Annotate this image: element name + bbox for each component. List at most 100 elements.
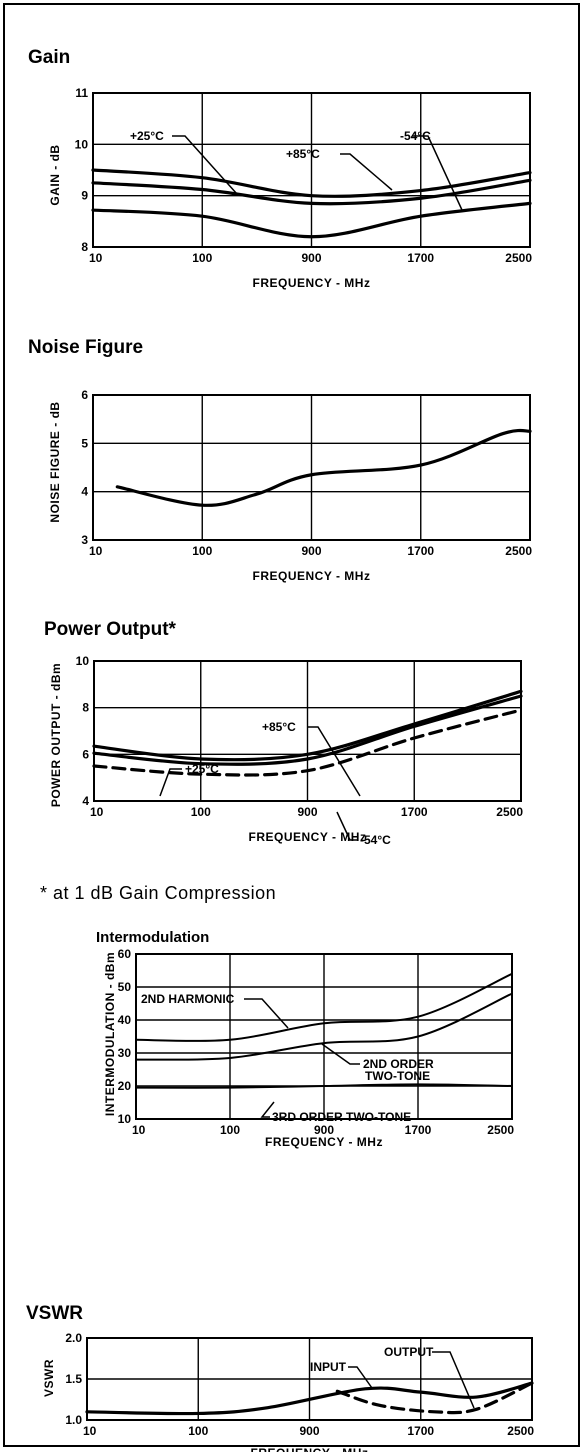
- vswr-x-tick-label: 1700: [407, 1424, 434, 1438]
- power-leader-line: [308, 726, 361, 797]
- gain-series-25-c: [91, 178, 532, 206]
- imod-y-tick-label: 50: [118, 980, 132, 994]
- power-y-axis-label: POWER OUTPUT - dBm: [49, 663, 63, 807]
- power-x-tick-label: 100: [191, 805, 211, 819]
- vswr-series-output: [335, 1381, 534, 1415]
- vswr-leader-line: [432, 1351, 475, 1409]
- power-leader-line: [336, 811, 358, 841]
- power-y-tick-label: 4: [82, 794, 89, 808]
- gain-x-tick-label: 2500: [505, 251, 532, 265]
- gain-x-tick-label: 1700: [407, 251, 434, 265]
- power-series-25-c: [92, 689, 523, 762]
- vswr-x-tick-label: 100: [188, 1424, 208, 1438]
- gain-leader-line: [340, 153, 393, 191]
- vswr-y-tick-label: 1.5: [65, 1372, 82, 1386]
- vswr-x-axis-label: FREQUENCY - MHz: [251, 1446, 369, 1452]
- imod-series-2nd-harmonic: [135, 972, 513, 1043]
- power-y-tick-label: 10: [76, 654, 90, 668]
- gain-annotation-25-c: +25°C: [130, 129, 164, 143]
- noise-x-tick-label: 900: [301, 544, 321, 558]
- power-x-tick-label: 2500: [496, 805, 523, 819]
- gain-y-tick-label: 10: [75, 137, 89, 151]
- noise-y-tick-label: 3: [81, 533, 88, 547]
- imod-leader-line: [244, 998, 289, 1029]
- gain-leader-line: [412, 135, 463, 211]
- vswr-leader-line: [348, 1366, 373, 1389]
- noise-x-tick-label: 100: [192, 544, 212, 558]
- imod-x-tick-label: 2500: [487, 1123, 514, 1137]
- vswr-y-tick-label: 1.0: [65, 1413, 82, 1427]
- gain-x-tick-label: 900: [301, 251, 321, 265]
- noise-x-tick-label: 10: [89, 544, 103, 558]
- vswr-annotation-output: OUTPUT: [384, 1345, 434, 1359]
- imod-annotation-2nd-harmonic: 2ND HARMONIC: [141, 992, 235, 1006]
- power-output-chart-title: Power Output*: [44, 619, 176, 640]
- gain-y-axis-label: GAIN - dB: [48, 144, 62, 205]
- gain-x-tick-label: 10: [89, 251, 103, 265]
- vswr-annotation-input: INPUT: [310, 1360, 347, 1374]
- power-x-tick-label: 1700: [401, 805, 428, 819]
- imod-y-tick-label: 40: [118, 1013, 132, 1027]
- imod-series-3rd-order-two-tone: [135, 1083, 513, 1089]
- imod-x-axis-label: FREQUENCY - MHz: [265, 1135, 383, 1149]
- vswr-x-tick-label: 900: [299, 1424, 319, 1438]
- imod-x-tick-label: 1700: [405, 1123, 432, 1137]
- imod-annotation-two-tone: TWO-TONE: [365, 1069, 430, 1083]
- power-series-85-c: [92, 694, 523, 766]
- imod-y-tick-label: 20: [118, 1079, 132, 1093]
- power-x-tick-label: 10: [90, 805, 104, 819]
- noise-y-tick-label: 4: [81, 485, 88, 499]
- imod-y-tick-label: 60: [118, 947, 132, 961]
- gain-x-axis-label: FREQUENCY - MHz: [253, 276, 371, 290]
- power-annotation-85-c: +85°C: [262, 720, 296, 734]
- imod-series-2nd-order-two-tone: [135, 992, 513, 1061]
- noise-y-tick-label: 6: [81, 388, 88, 402]
- imod-annotation-2nd-order: 2ND ORDER: [363, 1057, 434, 1071]
- gain-annotation-85-c: +85°C: [286, 147, 320, 161]
- intermodulation-chart: 10 20 30 40 50 60 10 100 900 1700 2500 FREQUENCY - …: [103, 947, 514, 1149]
- noise-x-tick-label: 2500: [505, 544, 532, 558]
- imod-y-tick-label: 10: [118, 1112, 132, 1126]
- imod-x-tick-label: 100: [220, 1123, 240, 1137]
- vswr-chart-title: VSWR: [26, 1303, 83, 1324]
- power-leader-line: [159, 768, 182, 797]
- imod-x-tick-label: 900: [314, 1123, 334, 1137]
- vswr-x-tick-label: 10: [83, 1424, 97, 1438]
- intermodulation-chart-title: Intermodulation: [96, 929, 210, 946]
- noise-figure-chart-title: Noise Figure: [28, 337, 144, 358]
- noise-x-tick-label: 1700: [407, 544, 434, 558]
- gain-y-tick-label: 9: [81, 189, 88, 203]
- noise-y-axis-label: NOISE FIGURE - dB: [48, 401, 62, 522]
- noise-y-tick-label: 5: [81, 436, 88, 450]
- gain-y-tick-label: 11: [75, 86, 88, 100]
- imod-y-axis-label: INTERMODULATION - dBm: [103, 952, 117, 1116]
- gain-series-54-c: [91, 168, 532, 198]
- noise-x-axis-label: FREQUENCY - MHz: [253, 569, 371, 583]
- imod-annotation-3rd-order-two-tone: 3RD ORDER TWO-TONE: [272, 1110, 411, 1124]
- power-output-chart: 4 6 8 10 10 100 900 1700 2500 FREQUENCY - MHz POWE…: [49, 654, 523, 847]
- power-y-tick-label: 8: [82, 701, 89, 715]
- power-annotation-25-c: +25°C: [185, 762, 219, 776]
- power-output-footnote: * at 1 dB Gain Compression: [40, 883, 277, 903]
- power-y-tick-label: 6: [82, 747, 89, 761]
- power-x-tick-label: 900: [297, 805, 317, 819]
- vswr-y-axis-label: VSWR: [42, 1359, 56, 1397]
- gain-leader-line: [172, 135, 238, 195]
- gain-y-tick-label: 8: [81, 240, 88, 254]
- gain-series-85-c: [91, 201, 532, 239]
- imod-x-tick-label: 10: [132, 1123, 146, 1137]
- gain-chart-title: Gain: [28, 47, 71, 68]
- imod-leader-line: [321, 1043, 360, 1065]
- power-annotation-54-c: -54°C: [360, 833, 391, 847]
- vswr-series-input: [85, 1381, 534, 1416]
- power-series-54-c: [92, 708, 523, 777]
- gain-chart: 8 9 10 11 10 100 900 1700 2500 FREQUENCY - MHz GAI…: [48, 86, 532, 290]
- vswr-y-tick-label: 2.0: [65, 1331, 82, 1345]
- noise-series-series: [115, 428, 532, 507]
- noise-figure-chart: 3 4 5 6 10 100 900 1700 2500 FREQUENCY - MHz NOISE…: [48, 388, 532, 583]
- power-x-axis-label: FREQUENCY - MHz: [249, 830, 367, 844]
- vswr-x-tick-label: 2500: [507, 1424, 534, 1438]
- figure-frame: [3, 3, 580, 1447]
- gain-x-tick-label: 100: [192, 251, 212, 265]
